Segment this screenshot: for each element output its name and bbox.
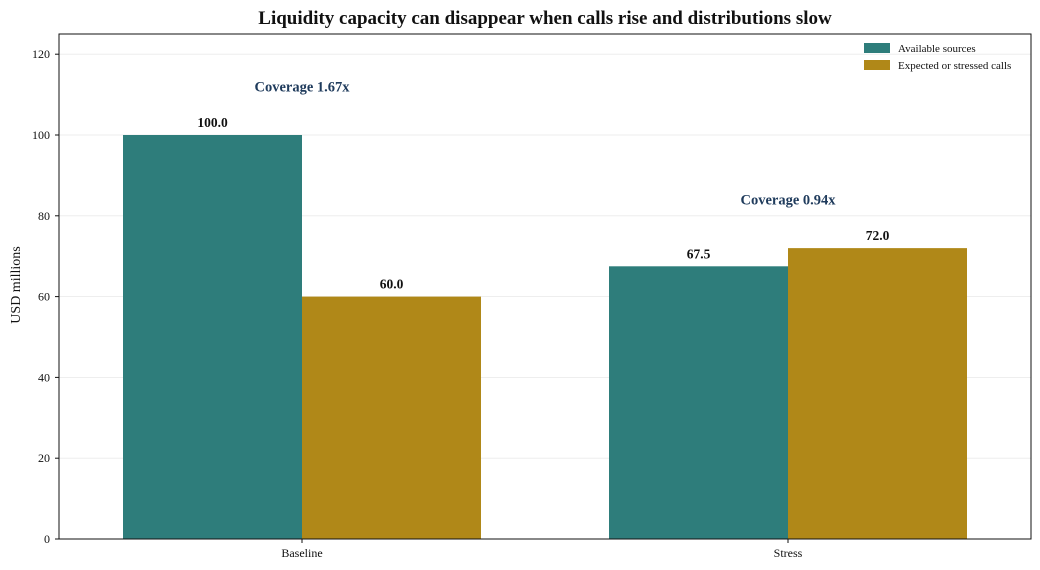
y-tick-label: 80 (38, 209, 50, 223)
legend-swatch (864, 60, 890, 70)
y-axis: 0 20 40 60 80 100 120 (32, 47, 59, 546)
y-axis-label: USD millions (9, 246, 24, 323)
y-tick-label: 120 (32, 47, 50, 61)
bar (123, 135, 302, 539)
bar (609, 266, 788, 539)
bar-value-label: 100.0 (197, 115, 228, 130)
y-tick-label: 20 (38, 451, 50, 465)
x-axis: Baseline Stress (281, 539, 803, 560)
legend: Available sources Expected or stressed ca… (864, 43, 1011, 72)
bar-value-label: 60.0 (380, 277, 404, 292)
bar-value-label: 67.5 (687, 246, 711, 261)
bar (302, 296, 481, 539)
chart-title: Liquidity capacity can disappear when ca… (258, 8, 832, 29)
bar-value-label: 72.0 (866, 228, 890, 243)
legend-label: Expected or stressed calls (898, 60, 1011, 72)
coverage-annotation: Coverage 0.94x (740, 193, 836, 209)
x-tick-label: Stress (774, 546, 803, 560)
y-tick-label: 0 (44, 532, 50, 546)
y-tick-label: 40 (38, 370, 50, 384)
plot-frame (58, 33, 1032, 540)
legend-swatch (864, 43, 890, 53)
bar (788, 248, 967, 539)
bars (123, 135, 967, 539)
y-tick-label: 100 (32, 128, 50, 142)
y-tick-label: 60 (38, 290, 50, 304)
coverage-annotation: Coverage 1.67x (254, 80, 350, 96)
coverage-annotations: Coverage 1.67x Coverage 0.94x (254, 80, 836, 209)
data-labels: 100.0 67.5 60.0 72.0 (197, 115, 889, 292)
legend-label: Available sources (898, 43, 976, 55)
x-tick-label: Baseline (281, 546, 322, 560)
